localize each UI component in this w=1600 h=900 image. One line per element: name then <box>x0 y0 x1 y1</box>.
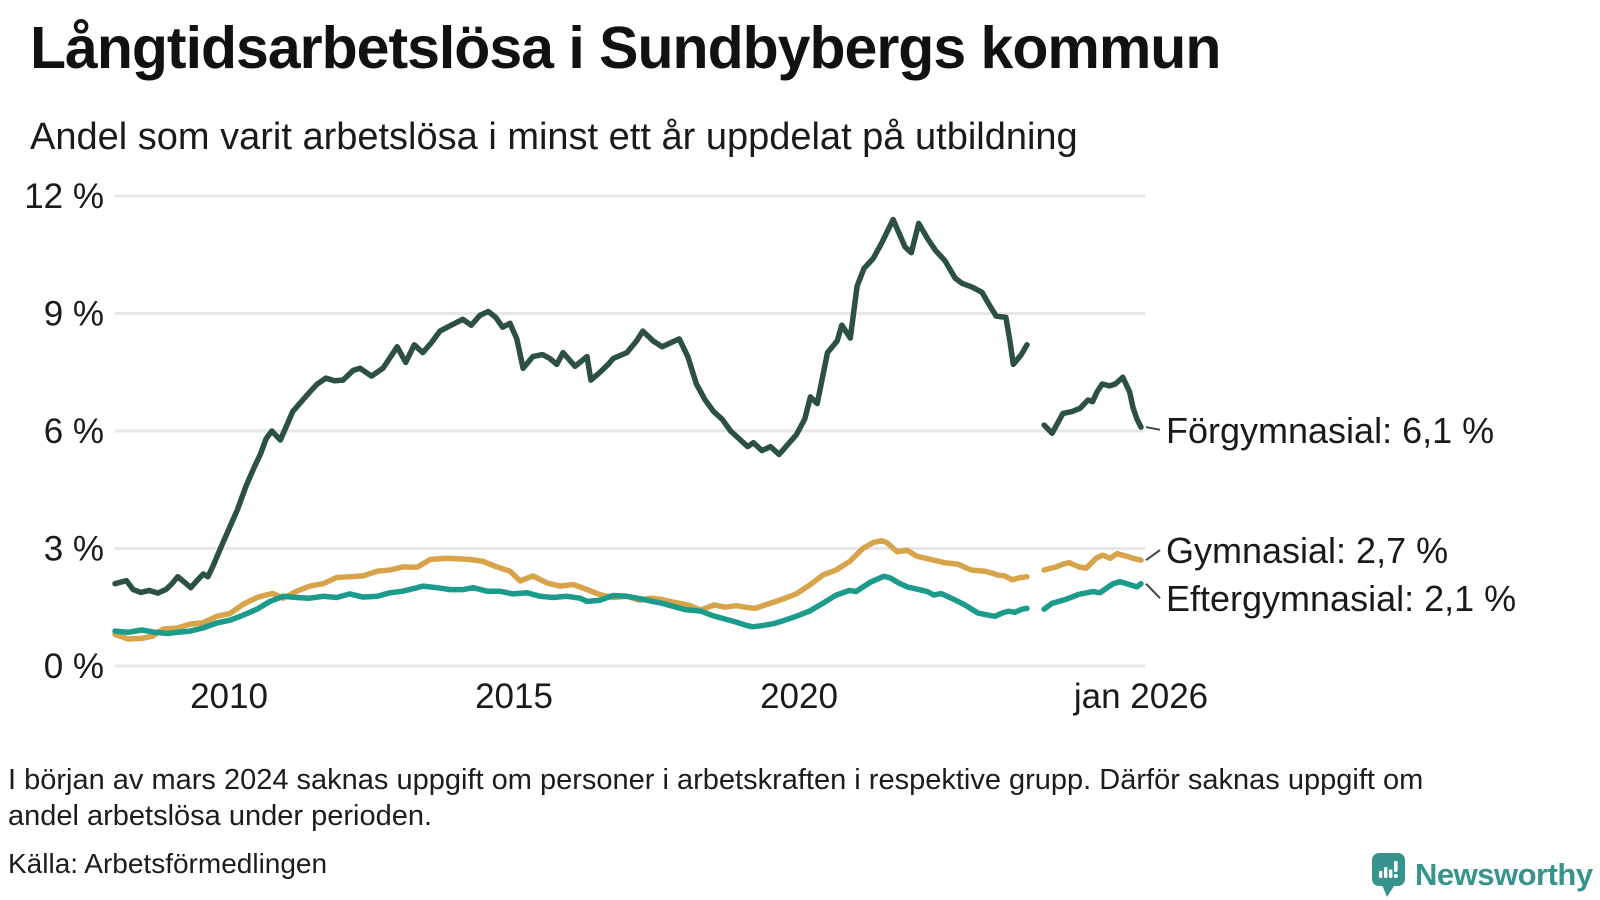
series-end-label-gymnasial: Gymnasial: 2,7 % <box>1166 530 1448 571</box>
x-tick-label: 2010 <box>190 677 268 716</box>
line-chart: 12 % 9 % 6 % 3 % 0 % 2010 2015 2020 jan 2026 Förg… <box>24 177 1516 716</box>
x-tick-label: 2015 <box>475 677 553 716</box>
source-label: Källa: Arbetsförmedlingen <box>8 848 328 879</box>
y-tick-label: 3 % <box>44 529 104 568</box>
y-tick-label: 12 % <box>24 177 104 216</box>
x-tick-label: jan 2026 <box>1073 677 1208 716</box>
newsworthy-wordmark: Newsworthy <box>1415 857 1593 892</box>
series-line-eftergymnasial <box>1041 579 1144 612</box>
label-connector <box>1145 426 1161 431</box>
y-tick-label: 9 % <box>44 294 104 333</box>
y-tick-label: 0 % <box>44 647 104 686</box>
chart-title: Långtidsarbetslösa i Sundbybergs kommun <box>30 15 1221 81</box>
series-end-label-förgymnasial: Förgymnasial: 6,1 % <box>1166 410 1494 451</box>
footnote-line: andel arbetslösa under perioden. <box>8 800 433 832</box>
series-line-gymnasial <box>1041 550 1144 573</box>
series-line-förgymnasial <box>1041 374 1144 437</box>
y-tick-label: 6 % <box>44 412 104 451</box>
newsworthy-logo: Newsworthy <box>1372 853 1593 897</box>
series-end-label-eftergymnasial: Eftergymnasial: 2,1 % <box>1166 578 1516 619</box>
chart-footnote: I början av mars 2024 saknas uppgift om … <box>8 762 1423 834</box>
label-connector <box>1145 549 1161 562</box>
series-line-gymnasial <box>112 537 1030 642</box>
label-connector <box>1145 583 1161 599</box>
series-line-eftergymnasial <box>112 573 1030 637</box>
series-line-förgymnasial <box>112 216 1030 596</box>
newsworthy-speech-bubble-bar-chart-icon <box>1372 853 1405 897</box>
chart-subtitle: Andel som varit arbetslösa i minst ett å… <box>30 116 1078 158</box>
footnote-line: I början av mars 2024 saknas uppgift om … <box>8 764 1424 796</box>
x-tick-label: 2020 <box>760 677 838 716</box>
